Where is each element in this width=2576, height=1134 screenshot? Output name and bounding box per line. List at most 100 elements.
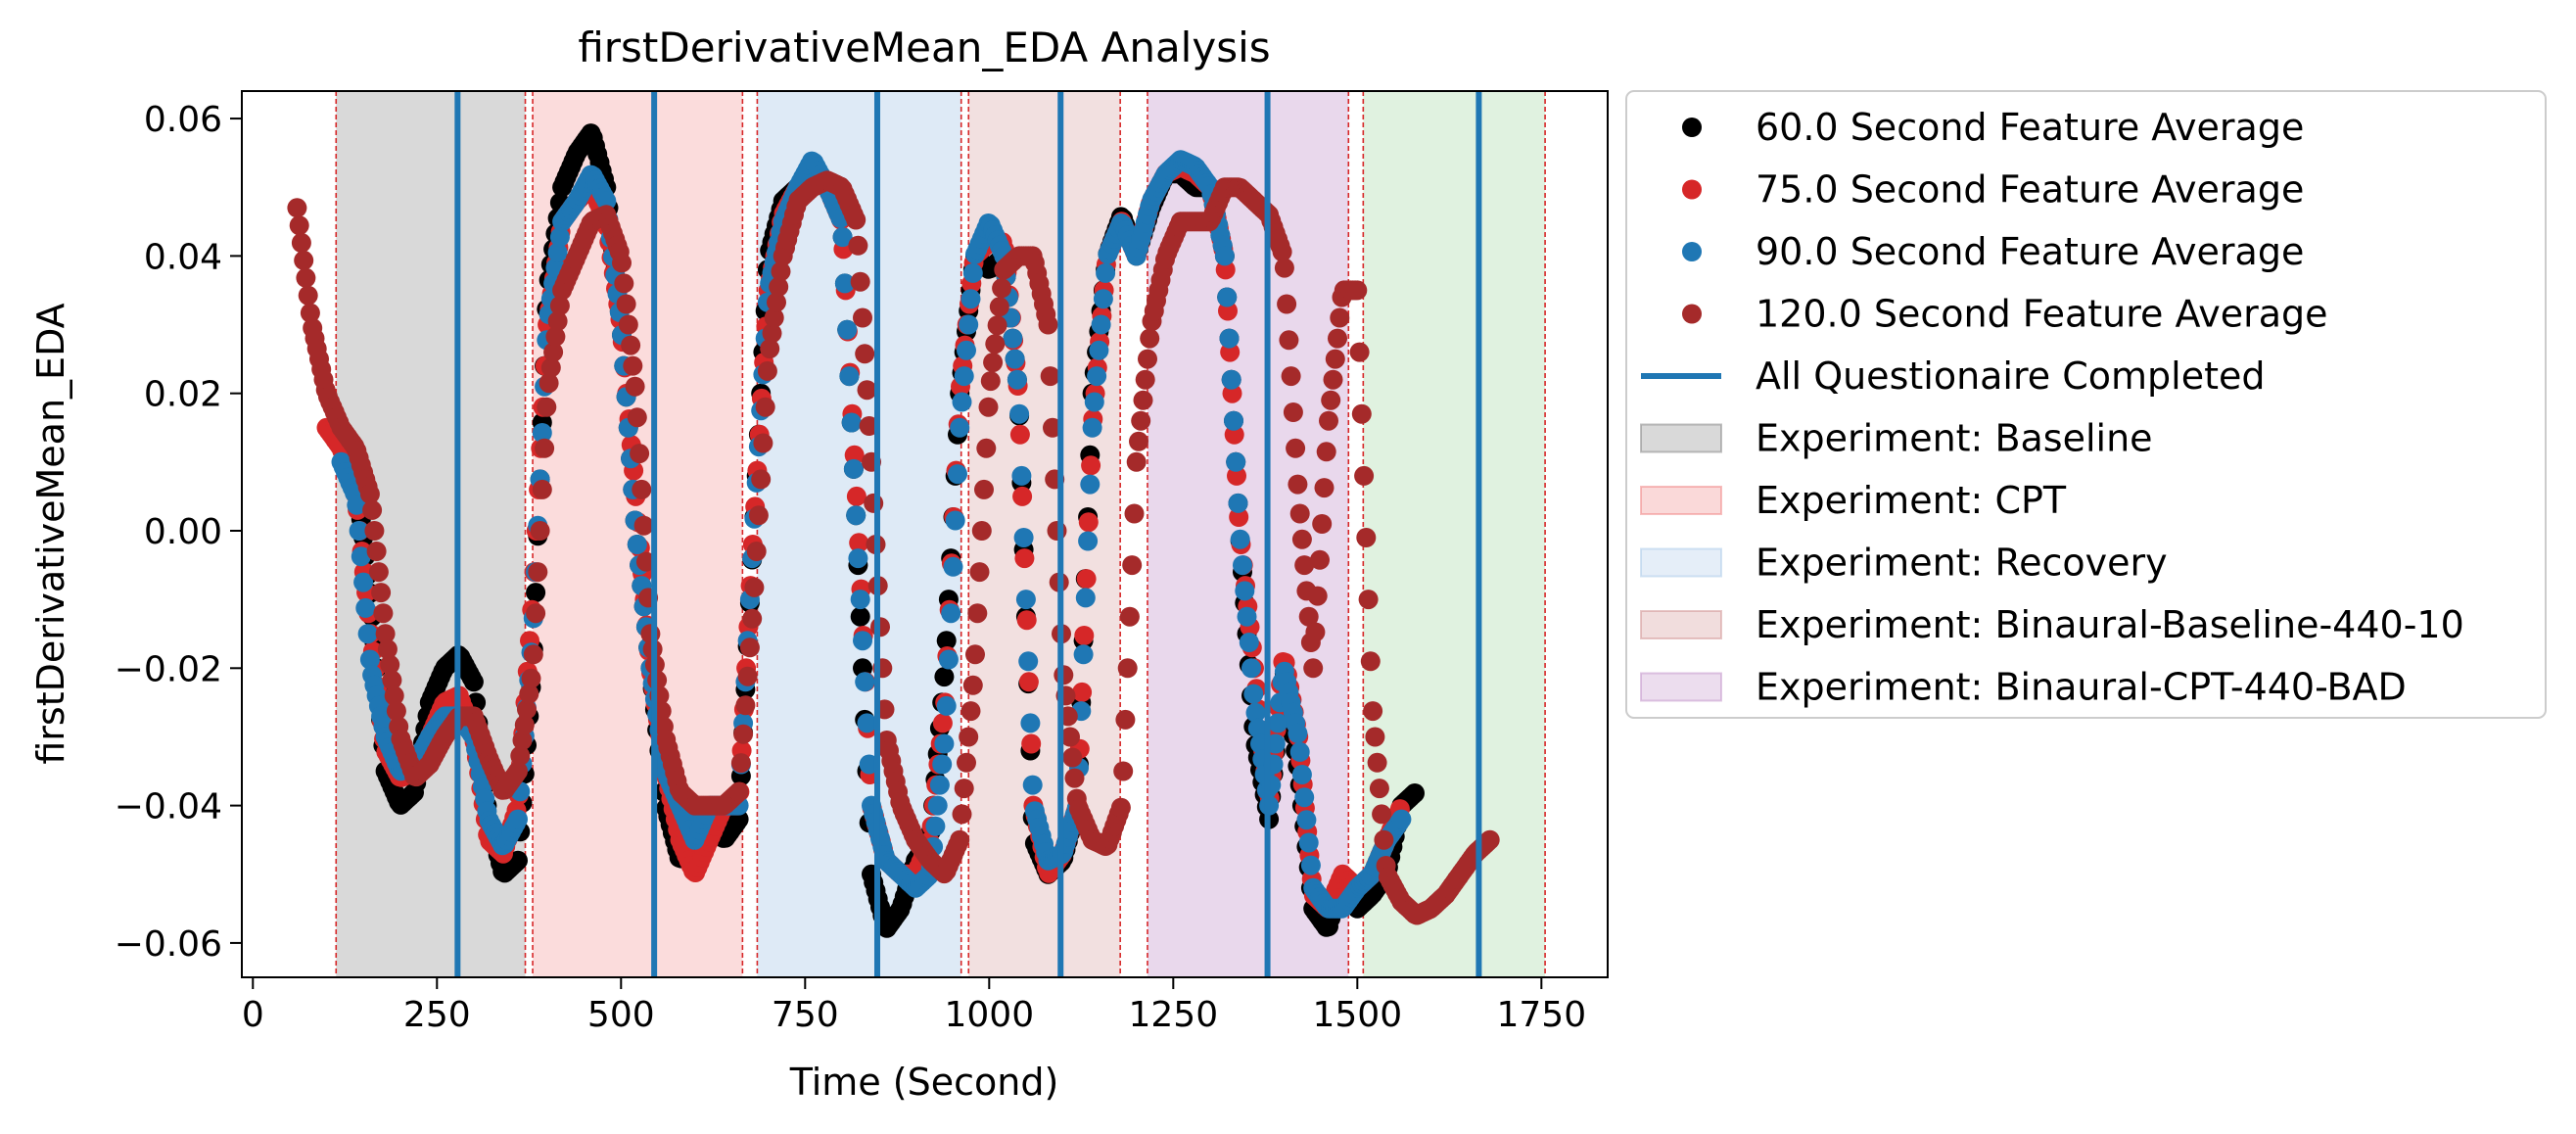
- series-2-point: [1296, 810, 1317, 830]
- series-2-point: [1080, 474, 1101, 495]
- series-3-point: [539, 373, 559, 394]
- series-3-point: [364, 521, 385, 541]
- x-axis-label: Time (Second): [789, 1061, 1059, 1104]
- series-2-point: [1235, 581, 1255, 601]
- series-3-point: [959, 727, 979, 747]
- series-2-point: [832, 227, 853, 248]
- series-2-point: [508, 809, 528, 829]
- x-axis-ticks: 0 250 500 750 1000 1250 1500 1750: [242, 977, 1586, 1035]
- legend-marker: [1682, 304, 1702, 324]
- series-2-point: [1020, 713, 1041, 733]
- series-3-point: [612, 253, 632, 273]
- series-2-point: [839, 366, 860, 387]
- series-2-point: [1007, 369, 1027, 390]
- series-2-point: [547, 242, 568, 262]
- series-3-point: [989, 297, 1009, 317]
- series-3-point: [1117, 658, 1138, 679]
- series-2-point: [1288, 723, 1308, 743]
- series-2-point: [355, 597, 376, 618]
- series-2-point: [549, 227, 570, 248]
- series-2-point: [1096, 262, 1116, 283]
- series-2-point: [927, 795, 948, 816]
- series-2-point: [1089, 340, 1109, 360]
- x-tick-label: 1750: [1497, 995, 1587, 1035]
- series-3-point: [623, 355, 643, 376]
- legend-marker: [1682, 118, 1702, 137]
- series-3-point: [1294, 555, 1315, 576]
- series-1-point: [1076, 569, 1097, 590]
- series-0-point: [850, 606, 870, 627]
- series-3-point: [737, 666, 758, 686]
- series-3-point: [377, 639, 398, 659]
- series-3-point: [762, 323, 782, 344]
- series-3-point: [978, 397, 999, 417]
- series-2-point: [848, 548, 868, 569]
- series-3-point: [287, 198, 307, 218]
- y-tick-label: 0.00: [144, 512, 222, 552]
- series-3-point: [853, 307, 872, 328]
- series-3-point: [1115, 709, 1136, 730]
- series-3-point: [764, 307, 784, 328]
- series-3-point: [1356, 528, 1377, 547]
- series-1-point: [1227, 465, 1246, 486]
- series-3-point: [954, 779, 974, 799]
- series-3-point: [767, 292, 786, 312]
- series-2-point: [959, 314, 979, 335]
- series-2-point: [1261, 775, 1282, 795]
- series-3-point: [850, 271, 870, 292]
- series-3-point: [746, 542, 767, 561]
- series-3-point: [371, 583, 392, 603]
- series-3-point: [632, 479, 652, 499]
- legend-frame: [1625, 90, 2547, 719]
- series-2-point: [351, 546, 371, 567]
- series-3-point: [1062, 747, 1083, 768]
- series-2-point: [950, 417, 970, 438]
- legend-label: 90.0 Second Feature Average: [1756, 230, 2304, 273]
- series-3-point: [625, 376, 645, 397]
- series-3-point: [616, 294, 636, 314]
- series-1-point: [1012, 486, 1033, 506]
- series-2-point: [1289, 741, 1310, 762]
- questionnaire-lines: [454, 91, 1482, 977]
- series-2-point: [359, 649, 380, 670]
- series-3-point: [1312, 514, 1333, 534]
- series-3-point: [1140, 328, 1160, 349]
- series-3-point: [359, 484, 380, 504]
- series-2-point: [1265, 733, 1286, 754]
- series-3-point: [368, 562, 389, 583]
- series-3-point: [969, 562, 990, 583]
- series-3-point: [1131, 410, 1151, 431]
- series-2-point: [1003, 328, 1023, 349]
- series-2-point: [1084, 392, 1104, 412]
- series-3-point: [1369, 779, 1389, 799]
- series-3-point: [1321, 390, 1341, 410]
- series-3-point: [366, 542, 387, 561]
- series-3-point: [980, 371, 1001, 392]
- series-3-point: [971, 521, 992, 541]
- series-3-point: [1135, 369, 1155, 390]
- y-axis-ticks: −0.06 −0.04 −0.02 0.00 0.02 0.04 0.06: [115, 100, 242, 965]
- series-3-point: [545, 326, 566, 347]
- series-3-point: [1272, 242, 1292, 262]
- series-3-point: [517, 699, 537, 720]
- series-0-point: [508, 850, 528, 871]
- series-3-point: [733, 724, 754, 744]
- series-2-point: [1239, 633, 1259, 652]
- series-3-point: [960, 701, 981, 722]
- series-3-point: [1060, 727, 1080, 747]
- series-3-point: [1298, 606, 1319, 627]
- series-3-point: [1349, 342, 1370, 362]
- series-3-point: [514, 715, 535, 735]
- series-3-point: [728, 781, 749, 802]
- series-0-point: [1405, 783, 1425, 803]
- series-0-point: [463, 672, 484, 692]
- series-1-point: [932, 713, 953, 733]
- series-0-point: [526, 583, 546, 603]
- x-tick-label: 1250: [1128, 995, 1218, 1035]
- series-3-point: [744, 577, 765, 597]
- x-tick-label: 750: [772, 995, 839, 1035]
- y-tick-label: −0.04: [115, 787, 222, 827]
- series-1-point: [1229, 507, 1249, 527]
- series-2-point: [846, 505, 866, 526]
